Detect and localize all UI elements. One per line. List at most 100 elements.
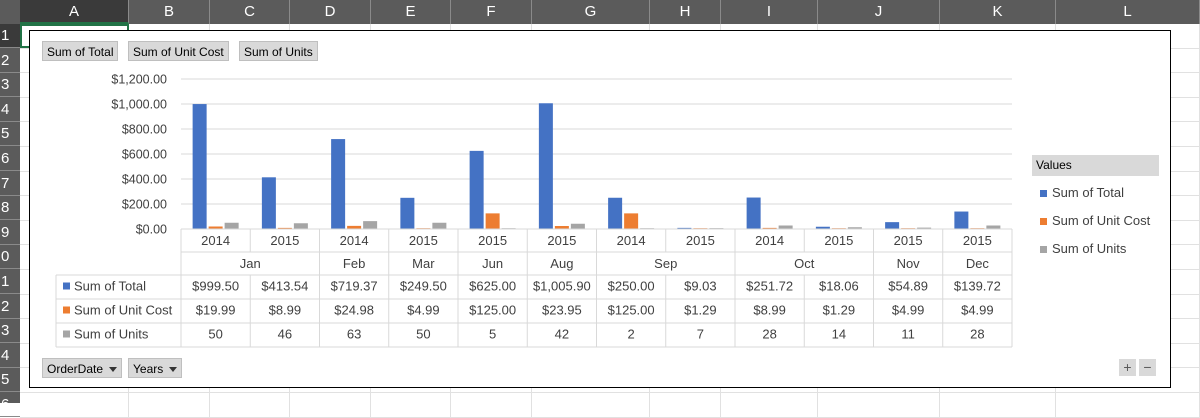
- data-table-value: $999.50: [192, 279, 239, 294]
- data-table-value: $8.99: [269, 303, 302, 318]
- x-tick-month: Jan: [240, 256, 261, 271]
- x-tick-year: 2014: [340, 233, 369, 248]
- column-header-k[interactable]: K: [940, 0, 1056, 24]
- row-header[interactable]: 5: [0, 122, 20, 147]
- data-table-value: $8.99: [753, 303, 786, 318]
- row-header[interactable]: 8: [0, 196, 20, 221]
- data-table-value: 46: [278, 327, 292, 342]
- table-legend-swatch: [63, 330, 70, 338]
- values-field-button-total[interactable]: Sum of Total: [42, 41, 119, 61]
- data-table-value: $18.06: [819, 279, 859, 294]
- table-legend-swatch: [63, 282, 70, 290]
- values-field-button-units[interactable]: Sum of Units: [239, 41, 318, 61]
- x-tick-year: 2015: [824, 233, 853, 248]
- x-tick-month: Dec: [966, 256, 990, 271]
- column-header-f[interactable]: F: [451, 0, 532, 24]
- data-table-value: 7: [697, 327, 704, 342]
- data-table-value: $625.00: [469, 279, 516, 294]
- row-header[interactable]: 2: [0, 295, 20, 319]
- bar-sum-of-units: [363, 221, 378, 229]
- data-table-value: $125.00: [608, 303, 655, 318]
- bar-sum-of-total: [331, 139, 346, 229]
- bar-sum-of-units: [847, 227, 862, 229]
- row-header[interactable]: 1: [0, 24, 20, 48]
- x-tick-month: Oct: [794, 256, 815, 271]
- axis-field-button-orderdate[interactable]: OrderDate: [42, 358, 123, 378]
- data-table-value: 14: [832, 327, 846, 342]
- chart-plot-area: $0.00 $200.00 $400.00 $600.00 $800.00 $1,000.…: [55, 73, 1013, 348]
- column-header-a[interactable]: A: [20, 0, 129, 24]
- bar-sum-of-total: [954, 211, 969, 229]
- x-tick-year: 2014: [617, 233, 646, 248]
- legend-label: Sum of Total: [1052, 185, 1125, 200]
- data-table-value: 50: [208, 327, 222, 342]
- row-header[interactable]: 9: [0, 221, 20, 245]
- column-header-d[interactable]: D: [290, 0, 371, 24]
- column-header-h[interactable]: H: [650, 0, 721, 24]
- data-table-value: $139.72: [954, 279, 1001, 294]
- column-header-c[interactable]: C: [210, 0, 290, 24]
- data-table-value: $250.00: [608, 279, 655, 294]
- row-header[interactable]: 4: [0, 344, 20, 368]
- y-tick-label: $200.00: [122, 198, 167, 212]
- bar-sum-of-total: [192, 104, 207, 229]
- bar-sum-of-units: [570, 223, 585, 229]
- row-header[interactable]: 6: [0, 147, 20, 171]
- bar-sum-of-units: [778, 225, 793, 229]
- data-table-value: 5: [489, 327, 496, 342]
- bar-sum-of-total: [885, 222, 900, 229]
- column-header-e[interactable]: E: [371, 0, 451, 24]
- x-tick-year: 2015: [478, 233, 507, 248]
- table-series-name: Sum of Units: [74, 327, 149, 342]
- bar-sum-of-total: [746, 197, 761, 229]
- table-series-name: Sum of Total: [74, 279, 146, 294]
- row-header[interactable]: 3: [0, 319, 20, 344]
- x-tick-month: Aug: [550, 256, 573, 271]
- values-field-button-unit-cost[interactable]: Sum of Unit Cost: [128, 41, 229, 61]
- legend-swatch: [1040, 218, 1047, 226]
- bar-sum-of-unit-cost: [208, 226, 223, 229]
- row-header[interactable]: 4: [0, 98, 20, 122]
- data-table-value: $4.99: [961, 303, 994, 318]
- x-tick-month: Mar: [412, 256, 435, 271]
- x-tick-month: Nov: [897, 256, 921, 271]
- x-tick-year: 2015: [547, 233, 576, 248]
- y-tick-label: $0.00: [136, 223, 167, 237]
- data-table-value: $125.00: [469, 303, 516, 318]
- expand-field-button[interactable]: +: [1119, 359, 1136, 376]
- data-table-value: $4.99: [892, 303, 925, 318]
- axis-field-button-years[interactable]: Years: [128, 358, 183, 378]
- collapse-field-button[interactable]: −: [1139, 359, 1156, 376]
- row-header[interactable]: 0: [0, 245, 20, 270]
- dropdown-arrow-icon: [109, 367, 118, 373]
- pivot-chart[interactable]: Sum of Total Sum of Unit Cost Sum of Uni…: [29, 30, 1171, 388]
- x-tick-month: Sep: [654, 256, 677, 271]
- data-table-value: $4.99: [407, 303, 440, 318]
- x-tick-year: 2014: [201, 233, 230, 248]
- column-header-g[interactable]: G: [532, 0, 650, 24]
- bar-sum-of-total: [677, 227, 692, 229]
- legend-label: Sum of Units: [1052, 241, 1127, 256]
- row-header[interactable]: 7: [0, 172, 20, 196]
- table-legend-swatch: [63, 306, 70, 314]
- bar-sum-of-unit-cost: [762, 227, 777, 229]
- legend-item-unit-cost[interactable]: Sum of Unit Cost: [1040, 213, 1150, 229]
- x-tick-year: 2014: [755, 233, 784, 248]
- legend-item-total[interactable]: Sum of Total: [1040, 185, 1124, 201]
- column-header-i[interactable]: I: [721, 0, 818, 24]
- axis-field-label: Years: [133, 362, 164, 376]
- bar-sum-of-units: [224, 222, 239, 229]
- legend-item-units[interactable]: Sum of Units: [1040, 241, 1126, 257]
- row-header[interactable]: 2: [0, 49, 20, 73]
- column-header-j[interactable]: J: [818, 0, 940, 24]
- legend-swatch: [1040, 190, 1047, 198]
- bar-sum-of-total: [261, 177, 276, 229]
- row-header[interactable]: 5: [0, 368, 20, 393]
- column-header-b[interactable]: B: [129, 0, 210, 24]
- row-header[interactable]: 1: [0, 270, 20, 294]
- x-tick-month: Jun: [482, 256, 503, 271]
- row-header[interactable]: 3: [0, 73, 20, 98]
- data-table-value: $54.89: [888, 279, 928, 294]
- data-table-value: $23.95: [542, 303, 582, 318]
